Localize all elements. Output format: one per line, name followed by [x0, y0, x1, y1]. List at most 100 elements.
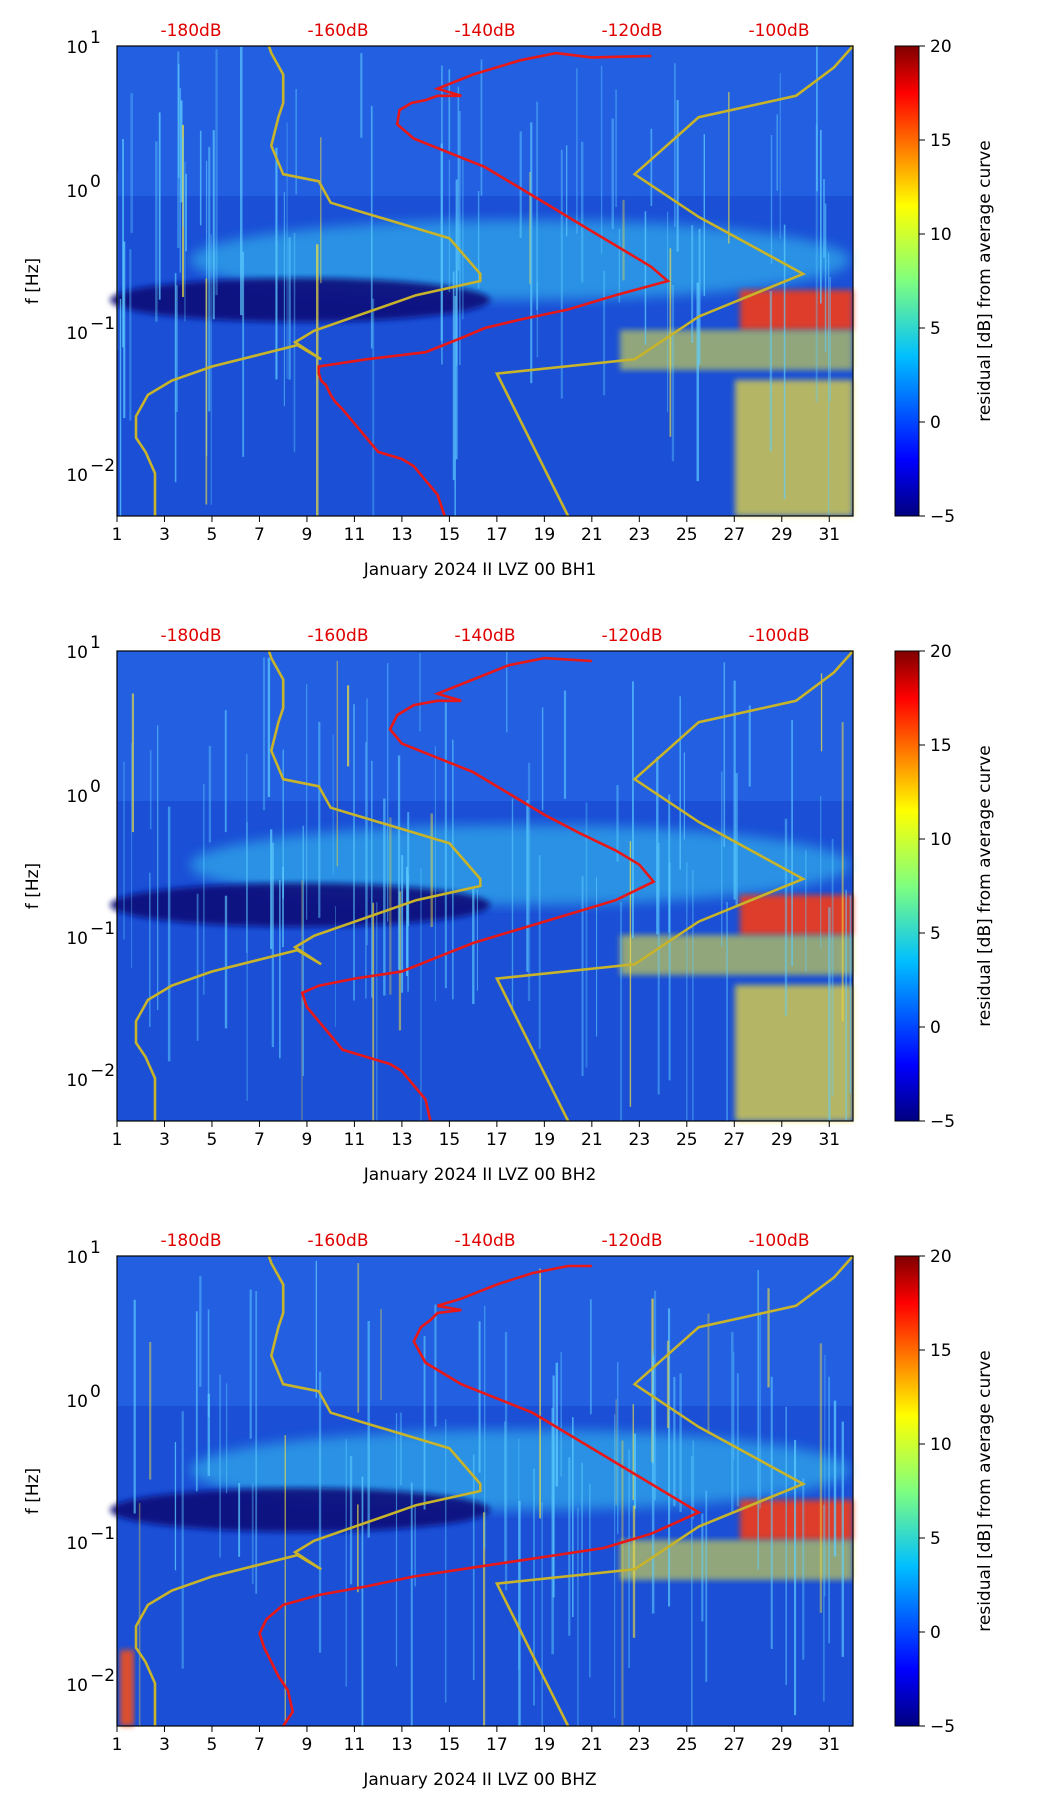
event-streak [845, 889, 847, 1121]
colorbar-gradient [894, 45, 920, 517]
event-streak [372, 902, 375, 1121]
event-streak [671, 285, 675, 462]
event-streak [149, 872, 151, 1027]
event-streak [644, 211, 647, 345]
event-streak [336, 660, 338, 867]
event-streak [123, 241, 126, 419]
event-streak [707, 1313, 710, 1435]
y-tick-1e-2-exp: −2 [90, 456, 115, 476]
colorbar-gradient [894, 1255, 920, 1727]
db-label-140: -140dB [454, 1231, 515, 1251]
x-tick-label: 13 [391, 1735, 413, 1755]
event-streak [696, 282, 699, 482]
event-streak [410, 1482, 413, 1726]
event-streak [455, 179, 458, 460]
event-streak [589, 1299, 592, 1415]
event-streak [119, 298, 122, 516]
event-streak [519, 131, 522, 238]
event-streak [123, 761, 125, 940]
event-streak [207, 1309, 210, 1418]
y-tick-1e-2-exp: −2 [90, 1061, 115, 1081]
event-streak [572, 1417, 574, 1617]
event-streak [208, 746, 212, 843]
event-streak [226, 1383, 228, 1494]
event-streak [347, 685, 350, 767]
x-tick-label: 15 [439, 525, 461, 545]
event-streak [454, 296, 456, 516]
x-tick-label: 19 [534, 1130, 556, 1150]
event-streak [820, 673, 823, 752]
event-streak [555, 1362, 558, 1487]
event-streak [533, 1468, 535, 1706]
x-tick-label: 27 [723, 1735, 745, 1755]
event-streak [628, 1449, 630, 1668]
event-streak [282, 867, 284, 948]
event-streak [219, 1374, 221, 1558]
x-tick-label: 27 [723, 525, 745, 545]
event-streak [698, 229, 701, 365]
y-tick-1e1-base: 10 [66, 643, 88, 663]
high-frequency-speckle-band [117, 1256, 853, 1406]
y-tick-1e1-exp: 1 [90, 28, 101, 48]
event-streak [371, 760, 373, 998]
quiet-dark-band [110, 1488, 490, 1532]
event-streak [726, 901, 728, 1121]
y-tick-1e1-base: 10 [66, 1248, 88, 1268]
event-streak [656, 756, 659, 935]
event-streak [833, 1400, 837, 1557]
event-streak [406, 866, 408, 977]
colorbar-tick-label: −5 [930, 1717, 955, 1737]
x-tick-label: 25 [676, 1130, 698, 1150]
event-streak [622, 199, 625, 281]
event-streak [380, 1309, 382, 1400]
y-tick-1e-2-exp: −2 [90, 1666, 115, 1686]
event-streak [182, 124, 184, 298]
event-streak [560, 1352, 562, 1477]
event-streak [279, 880, 281, 1059]
x-tick-label: 19 [534, 1735, 556, 1755]
event-streak [703, 134, 705, 296]
x-tick-label: 1 [112, 525, 123, 545]
event-streak [295, 89, 297, 195]
noise-model-low-curve [134, 1255, 482, 1726]
event-streak [366, 698, 368, 946]
y-tick-1e-1-base: 10 [66, 929, 88, 949]
x-tick-label: 31 [818, 1735, 840, 1755]
x-tick-label: 17 [486, 525, 508, 545]
db-label-180: -180dB [160, 21, 221, 41]
colorbar: −5 0 5 10 15 20 residual [dB] from average cu… [894, 37, 995, 527]
x-tick-label: 5 [207, 1130, 218, 1150]
y-tick-1e-2-base: 10 [66, 1071, 88, 1091]
event-streak [240, 46, 243, 316]
x-tick-label: 27 [723, 1130, 745, 1150]
vertical-event-streaks [123, 651, 851, 1121]
db-label-160: -160dB [307, 21, 368, 41]
colorbar-ticks: −5 0 5 10 15 20 [919, 642, 955, 1132]
colorbar-tick-label: 15 [930, 131, 952, 151]
event-streak [182, 137, 184, 227]
vertical-event-streaks [133, 1260, 844, 1726]
event-streak [701, 1513, 704, 1622]
event-streak [181, 1411, 184, 1669]
event-streak [267, 657, 271, 797]
event-streak [251, 1483, 254, 1584]
event-streak [589, 1483, 591, 1678]
noise-model-high-curve [494, 650, 854, 1122]
event-streak [397, 755, 401, 970]
event-streak [452, 271, 455, 481]
event-streak [650, 128, 653, 206]
event-streak [824, 203, 827, 353]
event-streak [357, 1263, 360, 1413]
x-tick-label: 1 [112, 1735, 123, 1755]
panel-bh2: -180dB -160dB -140dB -120dB -100dB 10 −2… [23, 626, 995, 1185]
x-tick-label: 17 [486, 1735, 508, 1755]
x-axis-label: January 2024 II LVZ 00 BH1 [363, 560, 597, 580]
event-streak [560, 149, 563, 399]
y-tick-1e1-base: 10 [66, 38, 88, 58]
event-streak [286, 122, 288, 379]
event-streak [757, 1270, 759, 1570]
event-streak [306, 684, 308, 920]
colorbar-tick-label: 0 [930, 413, 941, 433]
x-tick-label: 15 [439, 1130, 461, 1150]
colorbar-label: residual [dB] from average curve [975, 745, 995, 1026]
